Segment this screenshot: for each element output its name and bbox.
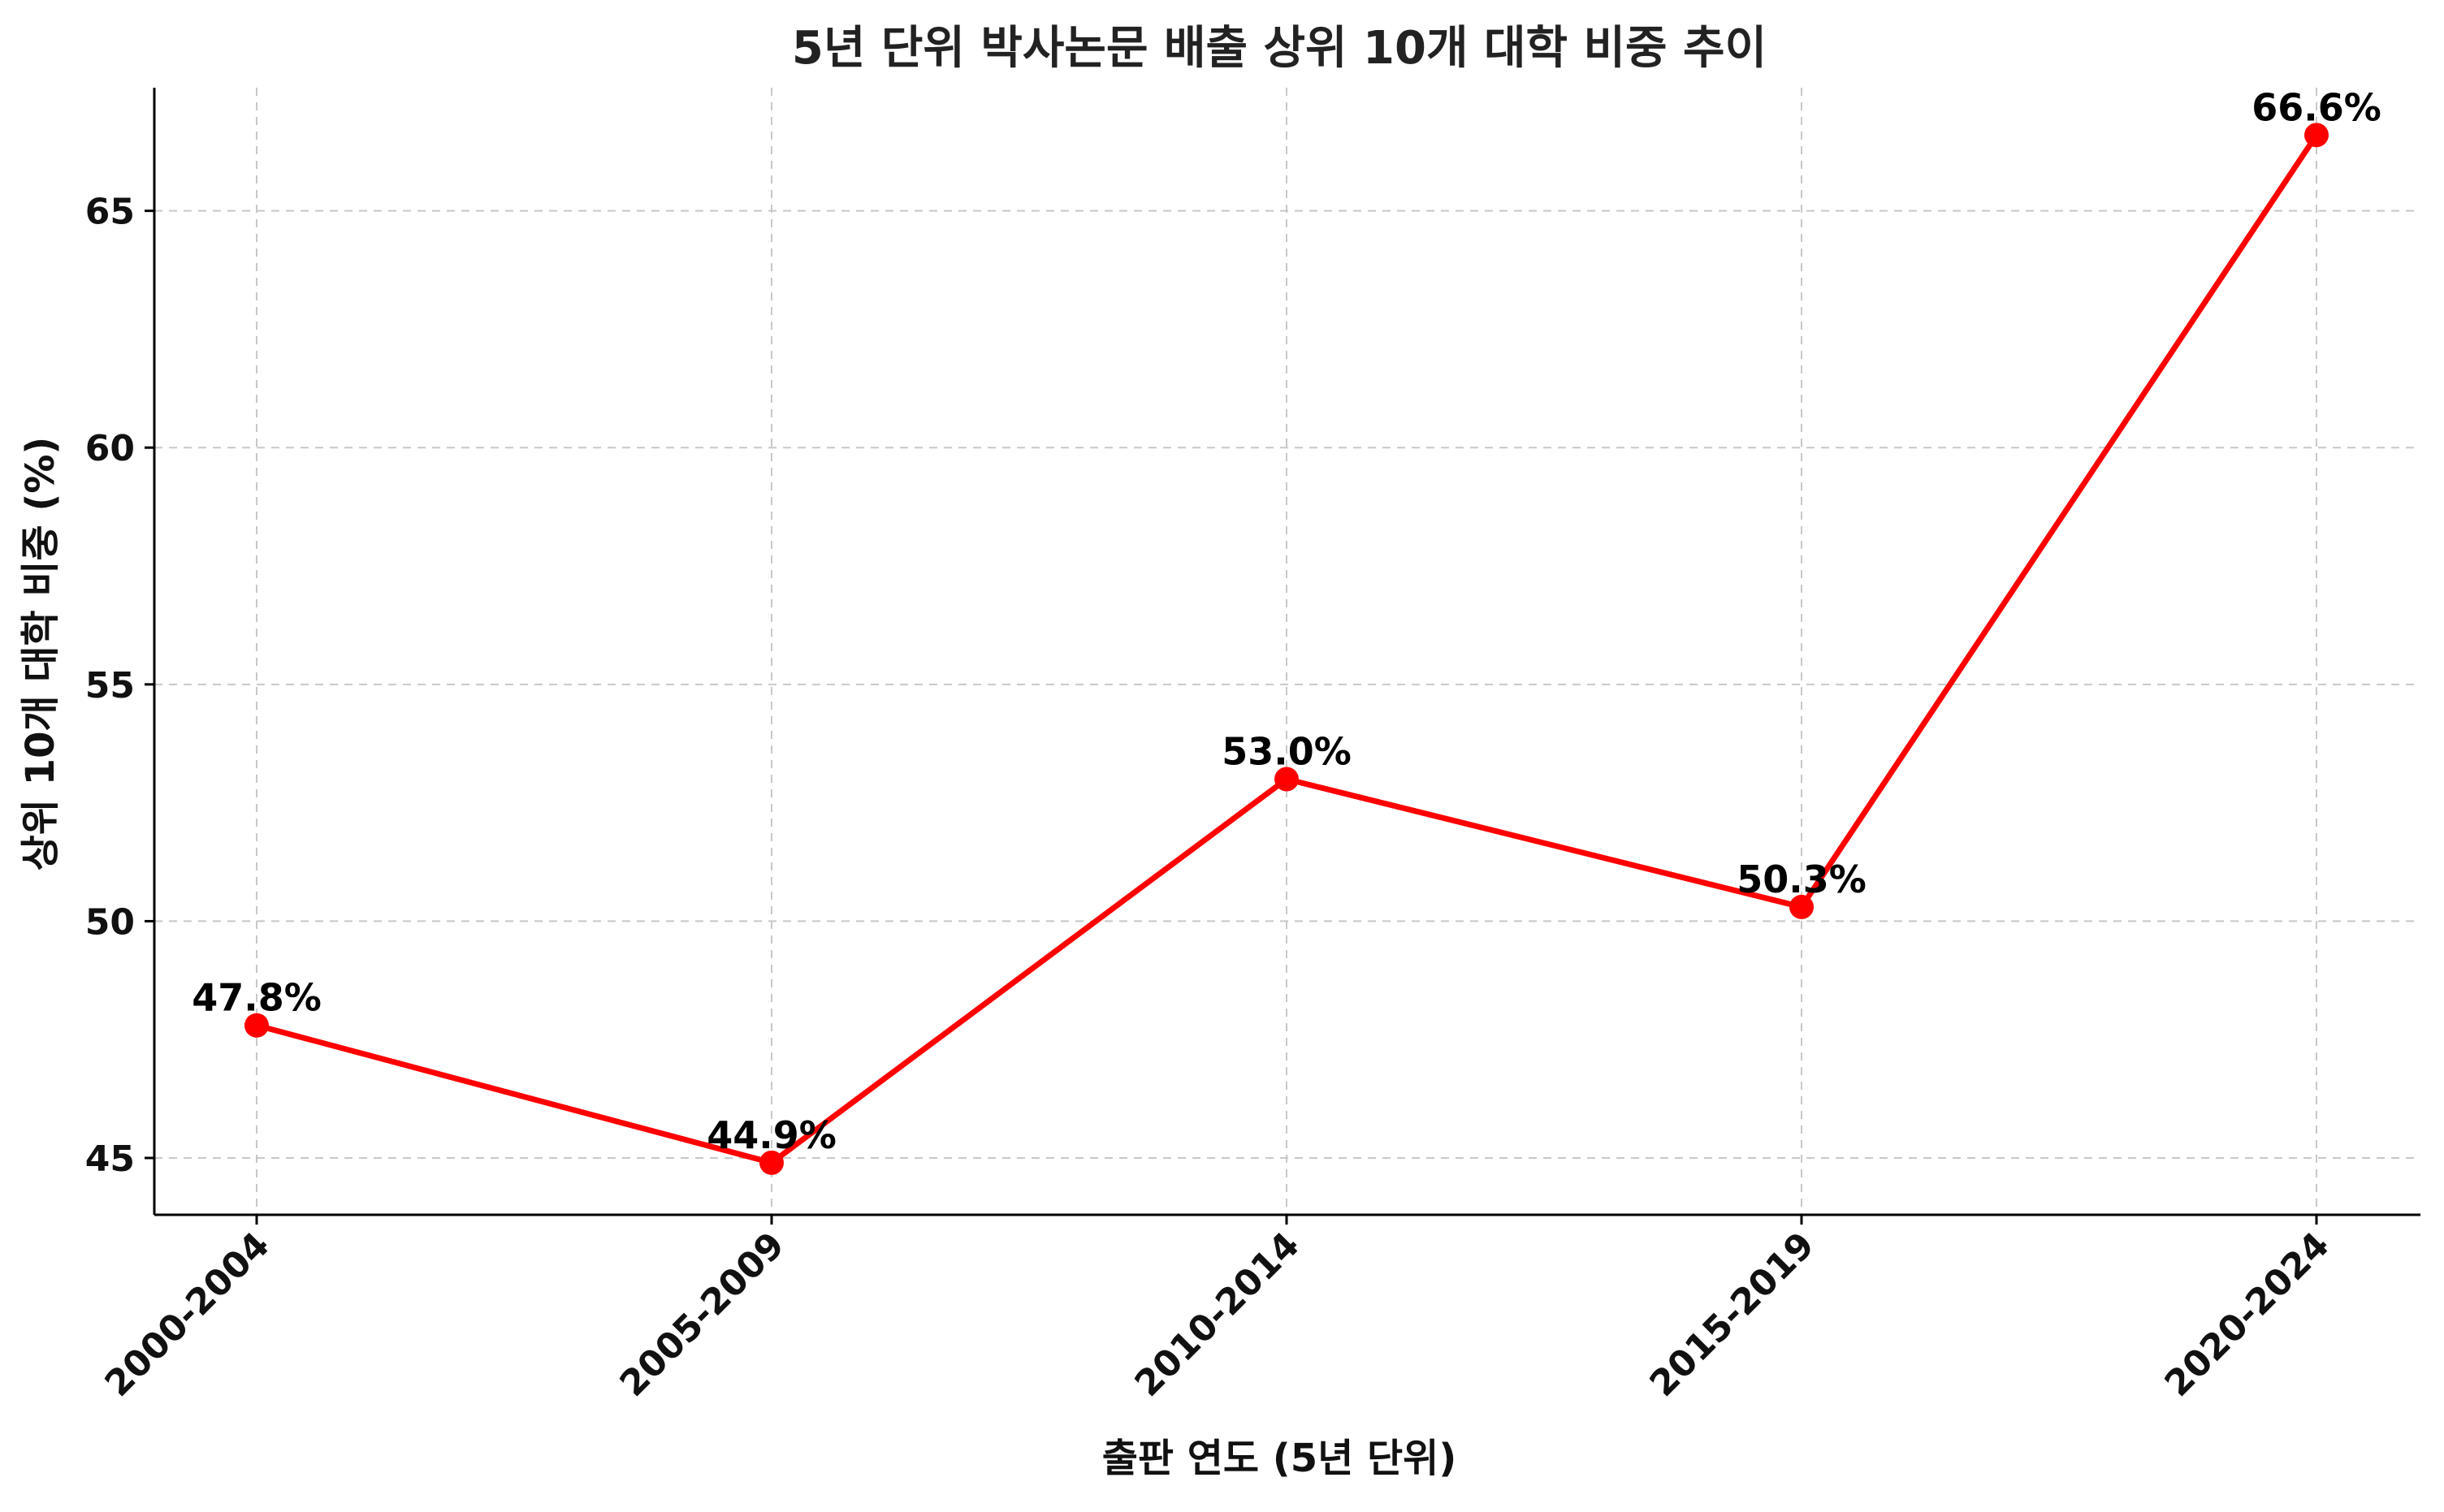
- data-point-marker: [1789, 894, 1814, 919]
- x-tick-label: 2015-2019: [1642, 1225, 1823, 1405]
- data-point-label: 47.8%: [192, 976, 322, 1020]
- data-labels-layer: 47.8% 44.9% 53.0% 50.3% 66.6%: [192, 85, 2381, 1157]
- grid-layer: [154, 88, 2420, 1215]
- x-tick-label: 2020-2024: [2157, 1225, 2338, 1405]
- ticks-layer: 45 50 55 60 65 2000-2004 2005-2009 2010-2014 201…: [85, 192, 2338, 1405]
- y-tick-label: 65: [85, 192, 135, 233]
- y-tick-label: 50: [85, 901, 135, 943]
- data-point-label: 50.3%: [1737, 858, 1867, 901]
- series-layer: [244, 123, 2329, 1175]
- data-point-marker: [2304, 123, 2329, 148]
- chart-title: 5년 단위 박사논문 배출 상위 10개 대학 비중 추이: [792, 22, 1767, 75]
- x-tick-label: 2000-2004: [97, 1225, 278, 1405]
- data-point-marker: [759, 1150, 784, 1175]
- x-tick-label: 2005-2009: [612, 1225, 793, 1405]
- y-tick-label: 45: [85, 1138, 135, 1180]
- data-point-label: 53.0%: [1222, 729, 1352, 773]
- data-point-marker: [1274, 767, 1299, 792]
- y-tick-label: 60: [85, 428, 135, 469]
- y-tick-label: 55: [85, 665, 135, 706]
- x-tick-label: 2010-2014: [1127, 1225, 1308, 1405]
- y-axis-label: 상위 10개 대학 비중 (%): [18, 437, 63, 871]
- data-point-label: 44.9%: [707, 1113, 837, 1157]
- x-axis-label: 출판 연도 (5년 단위): [1102, 1436, 1457, 1481]
- data-point-label: 66.6%: [2252, 85, 2381, 129]
- data-point-marker: [244, 1013, 269, 1038]
